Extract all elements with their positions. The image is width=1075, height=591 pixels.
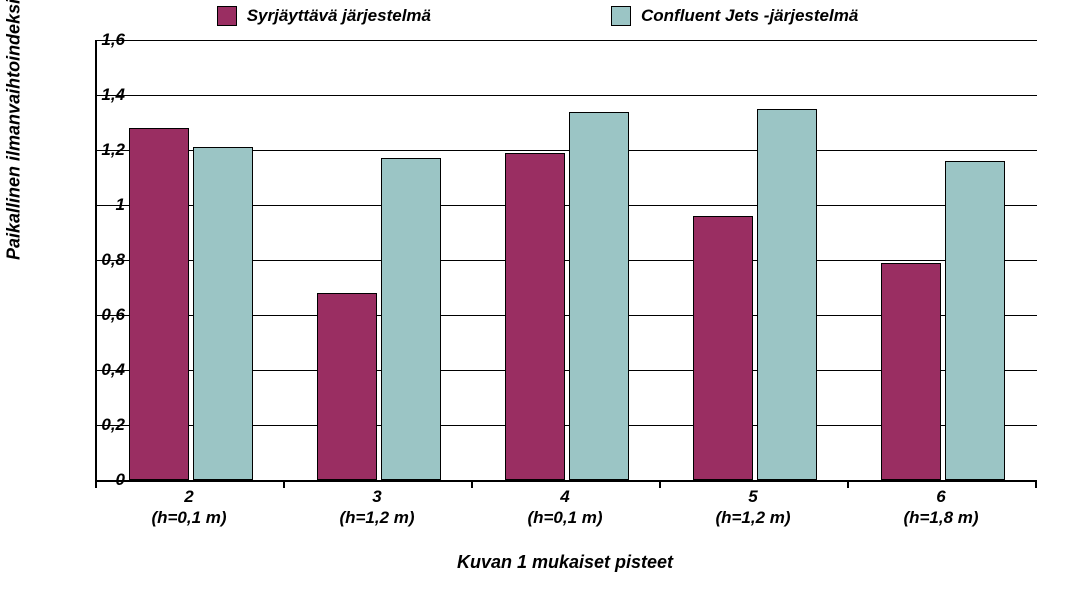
x-tick-label-line2: (h=0,1 m)	[151, 508, 226, 527]
x-tick-label: 6 (h=1,8 m)	[861, 486, 1021, 529]
bar-series-a	[317, 293, 377, 480]
x-tick-label-line1: 6	[936, 487, 945, 506]
gridline	[97, 95, 1037, 96]
x-tick	[847, 480, 849, 488]
x-tick-label: 5 (h=1,2 m)	[673, 486, 833, 529]
x-tick-label-line2: (h=0,1 m)	[527, 508, 602, 527]
y-tick-label: 1	[75, 195, 125, 215]
bar-series-a	[693, 216, 753, 480]
x-tick	[659, 480, 661, 488]
x-tick-label-line2: (h=1,8 m)	[903, 508, 978, 527]
x-tick-label: 2 (h=0,1 m)	[109, 486, 269, 529]
x-tick-label-line1: 4	[560, 487, 569, 506]
bar-series-b	[757, 109, 817, 480]
x-tick-label-line1: 5	[748, 487, 757, 506]
x-tick-label: 3 (h=1,2 m)	[297, 486, 457, 529]
legend-swatch-series-a	[217, 6, 237, 26]
x-tick-label-line2: (h=1,2 m)	[339, 508, 414, 527]
y-tick-label: 0,6	[75, 305, 125, 325]
bar-series-b	[381, 158, 441, 480]
bar-series-b	[945, 161, 1005, 480]
x-tick-label-line2: (h=1,2 m)	[715, 508, 790, 527]
bar-series-a	[129, 128, 189, 480]
y-tick-label: 1,2	[75, 140, 125, 160]
y-tick-label: 0,4	[75, 360, 125, 380]
y-tick-label: 0,2	[75, 415, 125, 435]
x-tick-label-line1: 2	[184, 487, 193, 506]
gridline	[97, 40, 1037, 41]
x-tick	[1035, 480, 1037, 488]
x-tick	[283, 480, 285, 488]
x-axis-title: Kuvan 1 mukaiset pisteet	[95, 552, 1035, 573]
legend: Syrjäyttävä järjestelmä Confluent Jets -…	[0, 6, 1075, 26]
legend-label-series-b: Confluent Jets -järjestelmä	[641, 6, 858, 26]
x-tick	[471, 480, 473, 488]
bar-series-b	[569, 112, 629, 481]
chart-container: Syrjäyttävä järjestelmä Confluent Jets -…	[0, 0, 1075, 591]
bar-series-a	[505, 153, 565, 480]
y-tick-label: 1,4	[75, 85, 125, 105]
y-axis-title: Paikallinen ilmanvaihtoindeksi	[4, 0, 25, 260]
bar-series-a	[881, 263, 941, 480]
legend-item-series-a: Syrjäyttävä järjestelmä	[217, 6, 431, 26]
bar-series-b	[193, 147, 253, 480]
x-tick	[95, 480, 97, 488]
y-tick-label: 1,6	[75, 30, 125, 50]
x-tick-label: 4 (h=0,1 m)	[485, 486, 645, 529]
y-tick-label: 0,8	[75, 250, 125, 270]
x-tick-label-line1: 3	[372, 487, 381, 506]
legend-swatch-series-b	[611, 6, 631, 26]
plot-area	[95, 40, 1037, 482]
legend-label-series-a: Syrjäyttävä järjestelmä	[247, 6, 431, 26]
legend-item-series-b: Confluent Jets -järjestelmä	[611, 6, 858, 26]
